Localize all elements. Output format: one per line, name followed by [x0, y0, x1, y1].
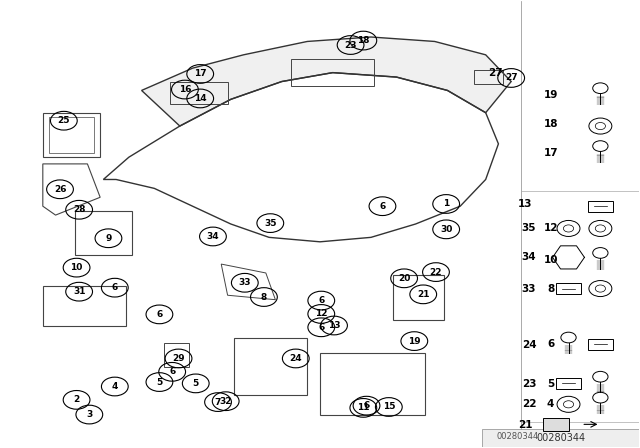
Text: 26: 26 [54, 185, 67, 194]
Text: 30: 30 [440, 225, 452, 234]
Text: 11: 11 [357, 403, 369, 412]
Text: 17: 17 [194, 69, 207, 78]
Bar [49, 117, 94, 153]
Text: 6: 6 [112, 283, 118, 292]
Text: 12: 12 [315, 310, 328, 319]
Text: 8: 8 [260, 293, 267, 302]
Bar [43, 286, 125, 327]
Text: 27: 27 [505, 73, 518, 82]
Text: 6: 6 [364, 401, 370, 410]
Text: 6: 6 [547, 339, 554, 349]
Bar [556, 378, 581, 389]
Text: 31: 31 [73, 287, 85, 296]
Text: 3: 3 [86, 410, 92, 419]
Text: 18: 18 [543, 119, 558, 129]
Text: 2: 2 [74, 396, 80, 405]
Text: 5: 5 [193, 379, 199, 388]
Bar [543, 418, 568, 431]
Text: 12: 12 [543, 224, 558, 233]
Text: 1: 1 [443, 199, 449, 208]
Text: 27: 27 [488, 68, 502, 78]
Bar [164, 343, 189, 367]
Text: 8: 8 [547, 284, 554, 293]
Text: 15: 15 [383, 402, 395, 411]
Text: 21: 21 [417, 290, 429, 299]
Text: 35: 35 [264, 219, 276, 228]
Text: 10: 10 [543, 254, 558, 265]
Text: 29: 29 [172, 354, 185, 363]
Text: 00280344: 00280344 [536, 433, 586, 443]
Bar [588, 201, 613, 211]
Text: 24: 24 [522, 340, 536, 350]
Bar [556, 283, 581, 294]
Text: 5: 5 [156, 378, 163, 387]
Text: 6: 6 [380, 202, 385, 211]
Text: 23: 23 [522, 379, 536, 389]
Text: 34: 34 [522, 252, 536, 263]
Text: 17: 17 [543, 148, 558, 158]
Text: 21: 21 [518, 420, 532, 430]
Text: 35: 35 [522, 224, 536, 233]
Text: 6: 6 [169, 367, 175, 376]
Text: 14: 14 [194, 94, 207, 103]
Text: 24: 24 [289, 354, 302, 363]
Text: 18: 18 [357, 36, 369, 45]
Text: 16: 16 [179, 85, 191, 94]
Text: 32: 32 [220, 396, 232, 406]
Text: 6: 6 [318, 323, 324, 332]
Bar [474, 70, 503, 84]
Text: 20: 20 [398, 274, 410, 283]
Text: 9: 9 [105, 234, 111, 243]
Text: 4: 4 [111, 382, 118, 391]
Text: 13: 13 [328, 321, 340, 330]
Bar [170, 82, 228, 104]
Text: 19: 19 [408, 336, 420, 345]
Text: 22: 22 [429, 267, 442, 276]
Bar [234, 337, 307, 396]
Text: 6: 6 [318, 296, 324, 305]
Text: 22: 22 [522, 399, 536, 409]
Text: 7: 7 [215, 397, 221, 407]
Bar [291, 59, 374, 86]
Text: 10: 10 [70, 263, 83, 272]
Text: 6: 6 [156, 310, 163, 319]
Bar [483, 429, 639, 447]
Text: 25: 25 [58, 116, 70, 125]
Text: 23: 23 [344, 40, 357, 50]
Text: 5: 5 [547, 379, 554, 389]
Text: 28: 28 [73, 205, 85, 214]
Bar [394, 275, 444, 320]
Text: 33: 33 [522, 284, 536, 293]
Text: 34: 34 [207, 232, 220, 241]
Bar [588, 339, 613, 349]
Text: 33: 33 [239, 278, 251, 287]
Polygon shape [141, 37, 511, 126]
Bar [320, 353, 425, 415]
Text: 13: 13 [518, 199, 532, 209]
Text: 00280344: 00280344 [497, 432, 539, 441]
Text: 19: 19 [543, 90, 558, 100]
Text: 4: 4 [547, 399, 554, 409]
